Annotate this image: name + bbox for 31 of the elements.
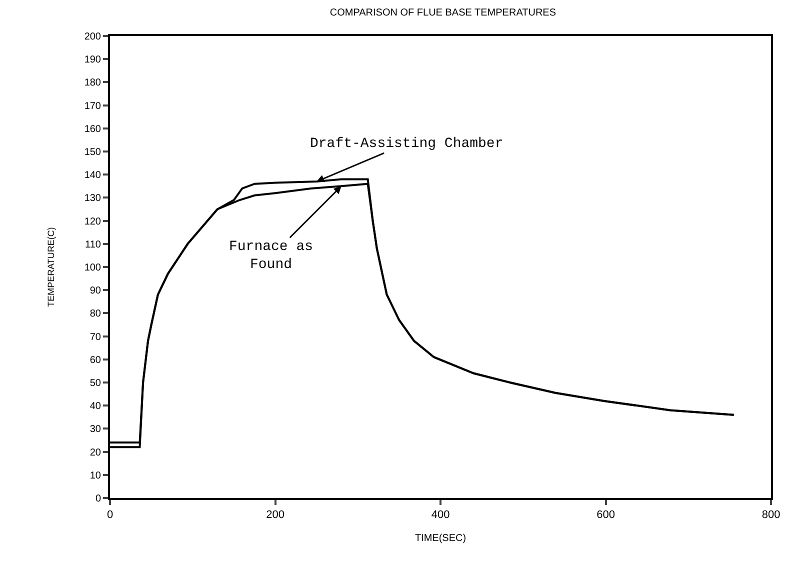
y-tick-label: 160 [84,124,102,135]
y-tick-label: 110 [85,239,102,250]
y-tick-label: 30 [90,424,102,436]
y-tick-label: 130 [84,193,102,204]
y-tick-label: 70 [90,332,102,343]
y-tick-label: 190 [84,54,102,66]
y-tick-label: 90 [90,286,102,297]
x-tick-label: 400 [431,509,450,522]
chart-title: COMPARISON OF FLUE BASE TEMPERATURES [330,7,556,18]
y-tick-label: 100 [84,262,102,274]
x-tick-label: 800 [762,509,780,522]
x-tick-label: 600 [596,509,615,522]
y-tick-label: 120 [84,216,102,228]
y-tick-label: 40 [90,401,102,412]
x-axis-title: TIME(SEC) [414,533,466,544]
y-tick-label: 140 [84,170,102,182]
y-tick-label: 200 [84,32,102,42]
y-tick-label: 50 [90,378,102,389]
text: Draft-Assisting Chamber [310,136,504,152]
y-tick-label: 150 [84,147,102,158]
y-tick-label: 60 [90,354,102,366]
x-tick-label: 200 [266,509,284,522]
y-tick-label: 20 [90,447,102,458]
y-tick-label: 180 [84,78,102,89]
y-tick-label: 0 [95,494,102,504]
text: Furnace as Found [229,239,314,274]
y-tick-label: 80 [90,308,102,320]
y-tick-label: 10 [90,470,102,482]
y-axis-title: TEMPERATURE(C) [46,227,56,307]
y-tick-label: 170 [84,100,102,112]
x-tick-label: 0 [106,509,114,522]
